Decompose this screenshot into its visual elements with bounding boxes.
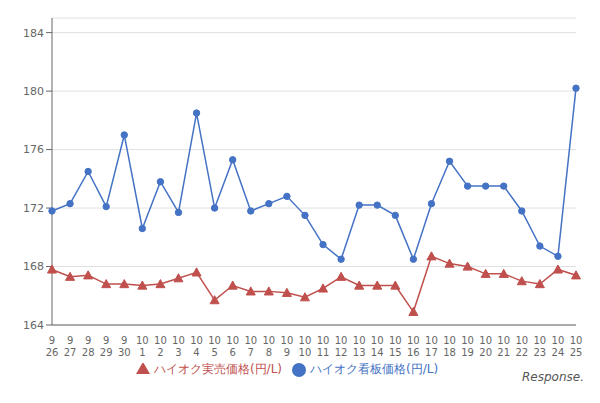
html-text:Response.: Response.: [522, 370, 584, 384]
svg-text:1022: 1022: [515, 335, 528, 358]
svg-text:109: 109: [281, 335, 294, 358]
svg-text:927: 927: [64, 335, 77, 358]
svg-text:928: 928: [82, 335, 95, 358]
svg-text:1011: 1011: [317, 335, 330, 358]
svg-text:1021: 1021: [497, 335, 510, 358]
svg-text:1015: 1015: [389, 335, 402, 358]
svg-text:1024: 1024: [552, 335, 565, 358]
svg-text:1023: 1023: [533, 335, 546, 358]
svg-text:929: 929: [100, 335, 113, 358]
svg-text:104: 104: [190, 335, 203, 358]
svg-text:107: 107: [244, 335, 257, 358]
svg-text:101: 101: [136, 335, 149, 358]
svg-text:1025: 1025: [570, 335, 583, 358]
svg-text:1020: 1020: [479, 335, 492, 358]
svg-text:184: 184: [23, 27, 44, 40]
svg-text:108: 108: [262, 335, 275, 358]
svg-text:1017: 1017: [425, 335, 438, 358]
html-text:ハイオク看板価格(円/L): ハイオク看板価格(円/L): [310, 362, 439, 376]
svg-text:164: 164: [23, 319, 44, 332]
svg-text:105: 105: [208, 335, 221, 358]
svg-text:180: 180: [23, 85, 44, 98]
svg-text:106: 106: [226, 335, 239, 358]
svg-text:1013: 1013: [353, 335, 366, 358]
svg-text:1016: 1016: [407, 335, 420, 358]
svg-text:1012: 1012: [335, 335, 348, 358]
svg-text:103: 103: [172, 335, 185, 358]
svg-text:1010: 1010: [299, 335, 312, 358]
svg-text:172: 172: [23, 202, 44, 215]
svg-text:926: 926: [46, 335, 59, 358]
svg-text:1018: 1018: [443, 335, 456, 358]
svg-text:168: 168: [23, 260, 44, 273]
html-text:ハイオク実売価格(円/L): ハイオク実売価格(円/L): [153, 362, 282, 376]
svg-text:1014: 1014: [371, 335, 384, 358]
svg-text:1019: 1019: [461, 335, 474, 358]
svg-text:102: 102: [154, 335, 167, 358]
svg-text:930: 930: [118, 335, 131, 358]
svg-text:176: 176: [23, 143, 44, 156]
